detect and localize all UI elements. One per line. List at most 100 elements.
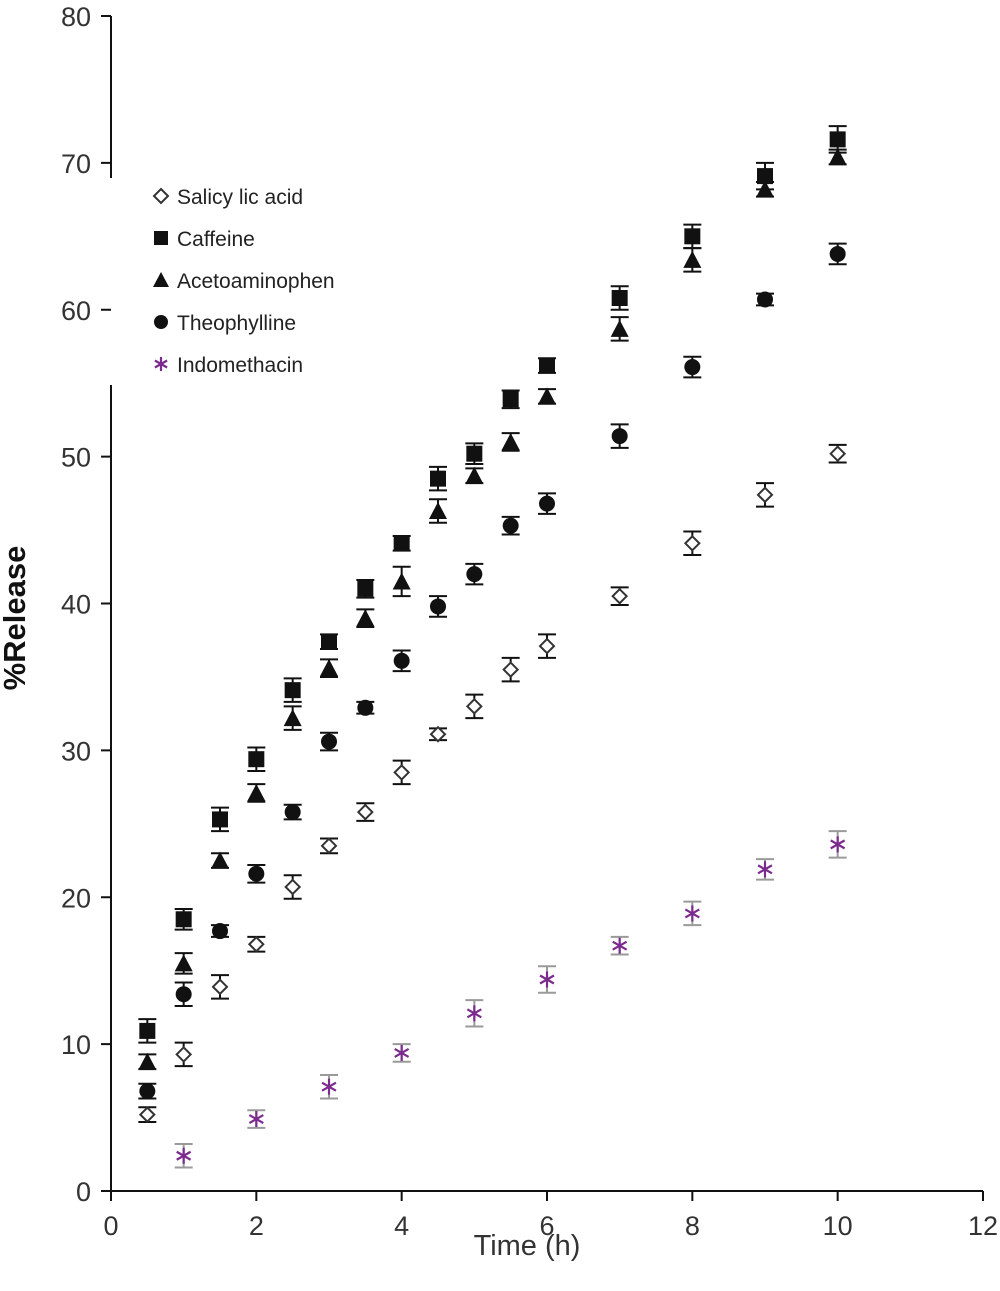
- legend-marker: [154, 357, 168, 371]
- data-point: [174, 954, 193, 972]
- data-point: [612, 937, 628, 954]
- data-point: [247, 783, 266, 801]
- data-point: [684, 228, 701, 245]
- data-point: [284, 682, 301, 699]
- x-tick-label: 2: [249, 1211, 264, 1241]
- series-layer: [138, 125, 847, 1169]
- marker-stroke: [248, 1114, 264, 1124]
- marker-stroke: [612, 940, 628, 951]
- marker-stroke: [176, 1150, 192, 1161]
- x-tick-label: 4: [394, 1211, 409, 1241]
- legend: Salicy lic acid Caffeine Acetoaminophen The…: [152, 186, 335, 377]
- legend-item-acetoaminophen: Acetoaminophen: [153, 270, 335, 293]
- data-point: [356, 609, 375, 627]
- legend-item-salicy-lic-acid: Salicy lic acid: [152, 186, 303, 209]
- x-tick-label: 8: [685, 1211, 700, 1241]
- series-acetoaminophen: [138, 148, 847, 1071]
- data-point: [466, 1005, 482, 1022]
- data-point: [393, 763, 411, 781]
- data-point: [829, 245, 846, 262]
- data-point: [502, 517, 519, 534]
- data-point: [429, 725, 447, 743]
- data-point: [539, 495, 555, 512]
- x-axis-title: Time (h): [474, 1230, 581, 1262]
- data-point: [466, 566, 483, 583]
- data-point: [321, 633, 337, 650]
- data-point: [212, 923, 228, 940]
- legend-label: Indomethacin: [177, 354, 303, 377]
- x-tick-label: 0: [103, 1211, 118, 1241]
- data-point: [502, 661, 520, 679]
- legend-label: Caffeine: [177, 228, 255, 251]
- data-point: [539, 971, 555, 988]
- y-tick-label: 70: [61, 149, 91, 179]
- data-point: [501, 432, 520, 450]
- data-point: [394, 1044, 410, 1061]
- y-tick-label: 30: [61, 736, 91, 766]
- data-point: [211, 978, 229, 996]
- data-point: [211, 851, 229, 869]
- data-point: [357, 699, 374, 716]
- data-point: [176, 1147, 192, 1164]
- data-point: [610, 319, 629, 337]
- y-tick-label: 20: [61, 883, 91, 913]
- marker-stroke: [830, 839, 846, 850]
- marker-stroke: [684, 908, 700, 919]
- y-tick-label: 80: [61, 2, 91, 32]
- data-point: [757, 861, 773, 878]
- data-point: [248, 751, 265, 768]
- data-point: [465, 466, 484, 484]
- data-point: [830, 836, 846, 853]
- series-indomethacin: [174, 830, 847, 1169]
- legend-marker: [153, 272, 169, 287]
- data-point: [429, 501, 447, 519]
- series-caffeine: [138, 125, 847, 1044]
- x-tick-label: 6: [539, 1211, 554, 1241]
- marker-stroke: [757, 864, 773, 875]
- data-point: [139, 1083, 156, 1100]
- x-axis-ticks: 0 2 4 6 8 10 12: [103, 1191, 998, 1241]
- series-salicy-lic-acid: [138, 443, 847, 1124]
- data-point: [248, 865, 265, 882]
- data-point: [283, 709, 302, 727]
- data-point: [247, 935, 265, 953]
- x-tick-label: 10: [823, 1211, 853, 1241]
- data-point: [757, 168, 773, 185]
- y-tick-label: 0: [76, 1177, 91, 1207]
- data-point: [756, 486, 774, 504]
- legend-item-theophylline: Theophylline: [154, 312, 296, 335]
- data-point: [538, 387, 556, 405]
- data-point: [392, 572, 411, 590]
- data-point: [139, 1022, 156, 1039]
- y-axis-title: %Release: [0, 546, 32, 691]
- data-point: [684, 359, 701, 376]
- data-point: [611, 290, 628, 306]
- data-point: [393, 535, 410, 552]
- data-point: [393, 652, 410, 669]
- y-tick-label: 50: [61, 443, 91, 473]
- data-point: [321, 733, 337, 750]
- data-point: [538, 637, 556, 655]
- data-point: [828, 148, 847, 165]
- data-point: [356, 803, 374, 821]
- y-tick-label: 60: [61, 296, 91, 326]
- data-point: [430, 470, 446, 487]
- y-tick-label: 40: [61, 590, 91, 620]
- data-point: [175, 986, 192, 1003]
- x-tick-label: 12: [968, 1211, 998, 1241]
- data-point: [683, 250, 702, 268]
- data-point: [502, 391, 519, 408]
- data-point: [357, 580, 374, 597]
- series-theophylline: [138, 242, 847, 1100]
- data-point: [248, 1111, 264, 1128]
- marker-stroke: [466, 1008, 482, 1019]
- legend-label: Theophylline: [177, 312, 296, 335]
- data-point: [175, 911, 192, 928]
- marker-stroke: [321, 1081, 337, 1092]
- legend-marker: [154, 315, 168, 329]
- data-point: [684, 905, 700, 922]
- legend-marker: [152, 187, 170, 205]
- data-point: [829, 445, 847, 463]
- legend-item-indomethacin: Indomethacin: [154, 354, 303, 377]
